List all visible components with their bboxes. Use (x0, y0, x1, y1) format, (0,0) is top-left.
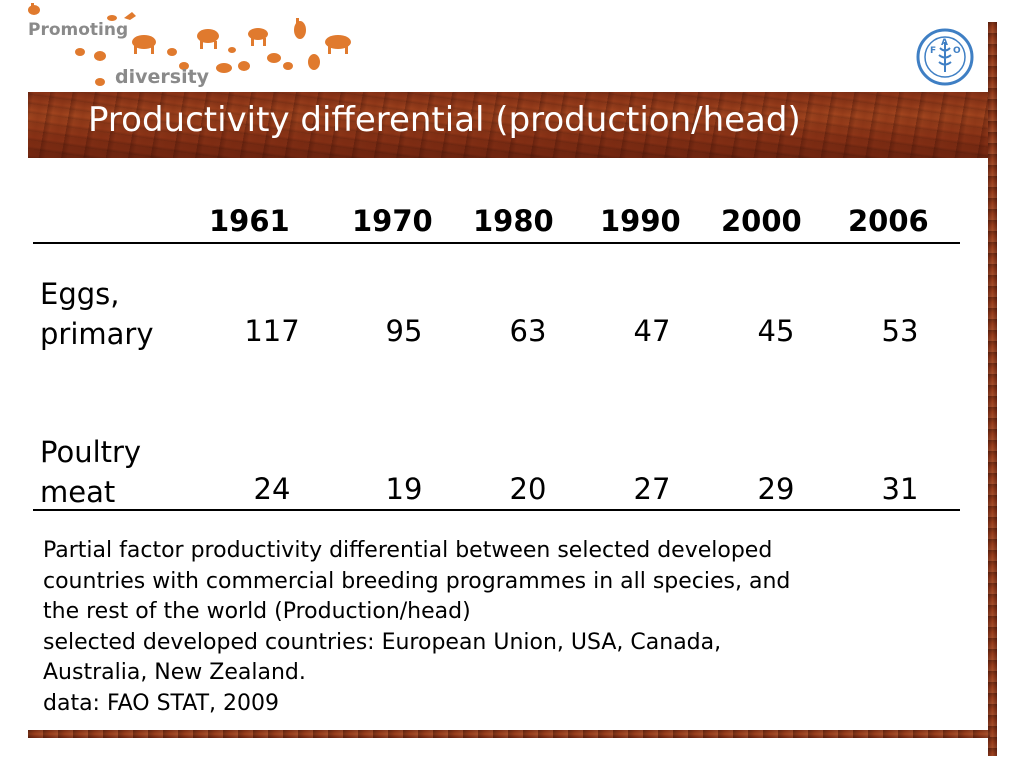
fao-letter-a: A (941, 38, 948, 48)
caption-line: countries with commercial breeding progr… (43, 568, 791, 594)
caption-line: selected developed countries: European U… (43, 629, 722, 655)
column-header-year: 1961 (209, 204, 290, 238)
caption-line: data: FAO STAT, 2009 (43, 690, 280, 716)
logo-text-promoting: Promoting (28, 20, 129, 40)
table-cell: 63 (509, 314, 547, 348)
table-cell: 27 (633, 472, 671, 506)
caption-line: Australia, New Zealand. (43, 660, 306, 685)
productivity-table: 1961 1970 1980 1990 2000 2006 Eggs, prim… (33, 198, 960, 509)
column-header-year: 2006 (848, 204, 929, 238)
row-label-line: meat (40, 475, 116, 509)
row-label: Eggs, primary (40, 274, 210, 354)
table-cell: 47 (633, 314, 671, 348)
row-label: Poultry meat (40, 432, 210, 512)
table-cell: 20 (509, 472, 547, 506)
animal-silhouettes-icon (28, 3, 351, 86)
table-bottom-divider (33, 509, 960, 511)
table-cell: 19 (385, 472, 423, 506)
fao-logo: F A O (916, 28, 974, 86)
column-header-year: 1990 (600, 204, 681, 238)
table-cell: 29 (757, 472, 795, 506)
table-cell: 95 (385, 314, 423, 348)
caption-line: Partial factor productivity differential… (43, 538, 773, 563)
decorative-wood-strip-bottom (28, 730, 990, 738)
fao-letter-o: O (953, 46, 961, 56)
title-banner: Productivity differential (production/he… (28, 92, 990, 158)
table-cell: 45 (757, 314, 795, 348)
row-label-line: Eggs, (40, 277, 120, 311)
table-cell: 24 (253, 472, 291, 506)
table-cell: 117 (244, 314, 300, 348)
fao-emblem-icon: F A O (916, 28, 974, 86)
column-header-year: 1980 (473, 204, 554, 238)
table-cell: 31 (881, 472, 919, 506)
row-label-line: Poultry (40, 435, 142, 469)
table-caption: Partial factor productivity differential… (43, 536, 943, 719)
promoting-diversity-logo: Promoting diversity (20, 0, 380, 95)
decorative-wood-strip-right (988, 22, 997, 756)
row-label-line: primary (40, 317, 154, 351)
table-cell: 53 (881, 314, 919, 348)
column-header-year: 1970 (352, 204, 433, 238)
logo-text-diversity: diversity (115, 66, 210, 88)
table-header-row: 1961 1970 1980 1990 2000 2006 (33, 198, 960, 244)
caption-line: the rest of the world (Production/head) (43, 599, 471, 624)
column-header-year: 2000 (721, 204, 802, 238)
fao-letter-f: F (930, 46, 936, 56)
page-title: Productivity differential (production/he… (88, 100, 801, 140)
